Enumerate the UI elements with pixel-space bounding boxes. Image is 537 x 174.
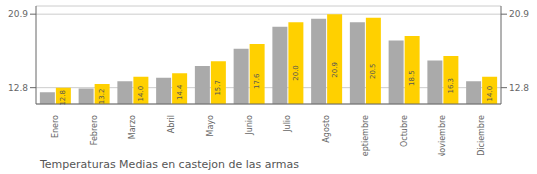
svg-text:Julio: Julio [283,115,292,133]
svg-text:Marzo: Marzo [128,115,137,139]
svg-text:14.4: 14.4 [176,84,184,100]
svg-text:Octubre: Octubre [400,115,409,147]
svg-text:20.5: 20.5 [369,63,377,79]
svg-text:Mayo: Mayo [206,115,215,137]
svg-text:14.0: 14.0 [486,86,494,102]
svg-text:16.3: 16.3 [447,78,455,94]
svg-text:Febrero: Febrero [90,115,99,145]
svg-text:20.9: 20.9 [509,9,529,19]
svg-text:12.8: 12.8 [8,83,28,93]
svg-text:12.8: 12.8 [509,83,529,93]
svg-text:Abril: Abril [167,115,176,133]
svg-text:20.9: 20.9 [8,9,28,19]
svg-text:Junio: Junio [245,115,254,136]
svg-text:Septiembre: Septiembre [361,115,370,156]
svg-text:15.7: 15.7 [214,80,222,96]
svg-text:17.6: 17.6 [253,73,261,89]
svg-text:20.0: 20.0 [292,65,300,81]
svg-text:18.5: 18.5 [408,70,416,86]
svg-text:20.9: 20.9 [331,62,339,78]
svg-text:14.0: 14.0 [137,86,145,102]
svg-text:13.2: 13.2 [98,89,106,105]
svg-text:Agosto: Agosto [322,115,331,143]
svg-text:Enero: Enero [51,115,60,138]
html-text:Temperaturas Medias en castejo: Temperaturas Medias en castejon de las a… [40,158,299,171]
svg-text:12.8: 12.8 [59,90,67,106]
svg-text:Noviembre: Noviembre [438,115,447,156]
svg-text:Diciembre: Diciembre [477,115,486,156]
